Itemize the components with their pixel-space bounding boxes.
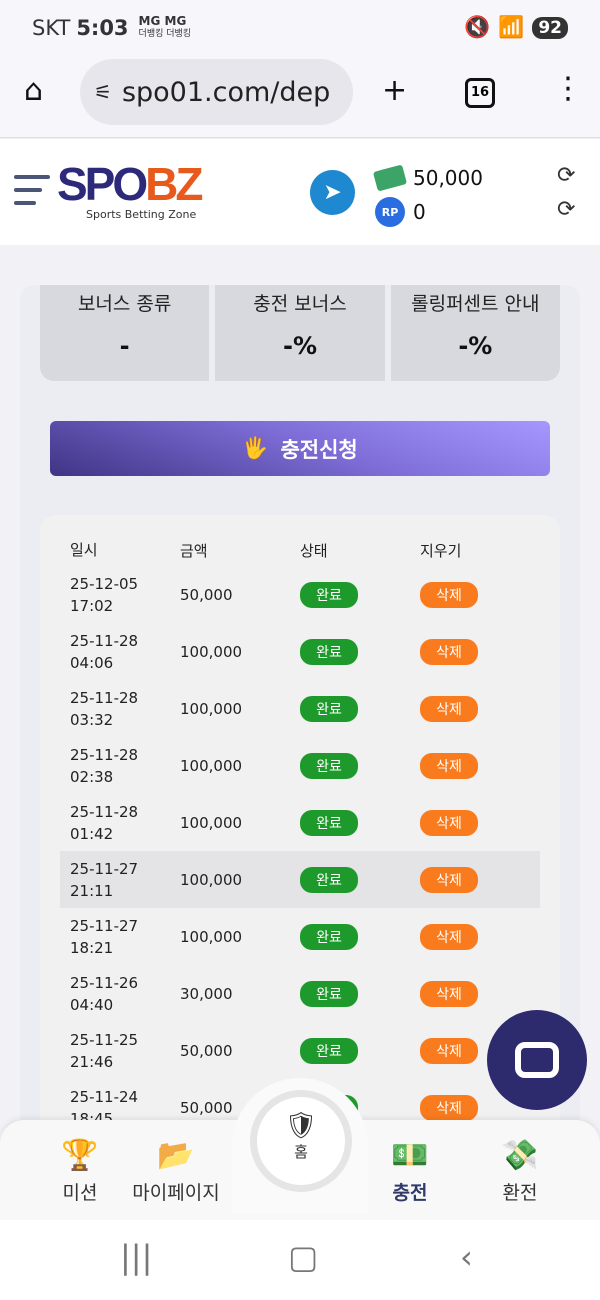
address-bar[interactable]: ⚟ spo01.com/dep (80, 59, 353, 125)
recents-icon[interactable]: ||| (120, 1238, 153, 1276)
browser-toolbar: ⌂ ⚟ spo01.com/dep + 16 ⋮ (0, 55, 600, 138)
logo[interactable]: SPOBZ (57, 158, 204, 210)
status-badge: 완료 (300, 638, 358, 665)
home-circle-icon[interactable]: ▢ (288, 1238, 319, 1276)
withdraw-icon: 💸 (501, 1138, 539, 1173)
row-amount: 100,000 (180, 813, 243, 832)
site-settings-icon[interactable]: ⚟ (94, 80, 112, 104)
refresh-cash-icon[interactable]: ⟳ (557, 163, 576, 188)
tab-count-button[interactable]: 16 (465, 78, 495, 108)
delete-button[interactable]: 삭제 (420, 980, 478, 1007)
nav-deposit[interactable]: 💵 충전 (350, 1138, 470, 1205)
table-row: 25-12-05 17:02 50,000 완료 삭제 (60, 566, 540, 623)
status-badge: 완료 (300, 1037, 358, 1064)
status-badge: 완료 (300, 809, 358, 836)
site-header: SPOBZ Sports Betting Zone ➤ 50,000 RP 0 ⟳… (0, 139, 600, 245)
table-row: 25-11-26 04:40 30,000 완료 삭제 (60, 965, 540, 1022)
home-logo-icon: 🛡 (284, 1111, 318, 1141)
status-badge: 완료 (300, 866, 358, 893)
url-text: spo01.com/dep (121, 76, 331, 108)
status-badge: 완료 (300, 980, 358, 1007)
row-amount: 100,000 (180, 699, 243, 718)
status-badge: 완료 (300, 752, 358, 779)
bonus-info: 보너스 종류 - 충전 보너스 -% 롤링퍼센트 안내 -% (40, 285, 560, 381)
row-amount: 30,000 (180, 984, 233, 1003)
delete-button[interactable]: 삭제 (420, 1094, 478, 1121)
row-amount: 100,000 (180, 870, 243, 889)
clock: 5:03 (76, 15, 129, 40)
nav-withdraw[interactable]: 💸 환전 (460, 1138, 580, 1205)
row-datetime: 25-11-25 21:46 (70, 1030, 139, 1071)
nav-home[interactable]: 🛡 홈 (250, 1090, 352, 1192)
row-amount: 100,000 (180, 927, 243, 946)
nav-mission[interactable]: 🏆 미션 (20, 1138, 140, 1205)
rp-icon: RP (375, 197, 405, 227)
status-badge: 완료 (300, 695, 358, 722)
nav-mypage[interactable]: 📂 마이페이지 (116, 1138, 236, 1205)
chat-button[interactable] (487, 1010, 587, 1110)
row-amount: 100,000 (180, 756, 243, 775)
mute-icon: 🔇 (464, 15, 491, 39)
table-row: 25-11-28 04:06 100,000 완료 삭제 (60, 623, 540, 680)
row-amount: 50,000 (180, 1098, 233, 1117)
delete-button[interactable]: 삭제 (420, 866, 478, 893)
bonus-type: 보너스 종류 - (40, 285, 210, 381)
signal-icon: 📶 (498, 15, 525, 39)
row-amount: 50,000 (180, 585, 233, 604)
row-datetime: 25-11-28 03:32 (70, 688, 139, 729)
delete-button[interactable]: 삭제 (420, 923, 478, 950)
row-datetime: 25-11-28 01:42 (70, 802, 139, 843)
trophy-icon: 🏆 (61, 1138, 99, 1173)
row-datetime: 25-11-27 18:21 (70, 916, 139, 957)
battery: 92 (532, 16, 568, 39)
table-row: 25-11-25 21:46 50,000 완료 삭제 (60, 1022, 540, 1079)
back-icon[interactable]: ‹ (460, 1238, 473, 1276)
deposit-request-button[interactable]: 🖐 충전신청 (50, 421, 550, 476)
row-amount: 100,000 (180, 642, 243, 661)
cash-balance: 50,000 (413, 166, 483, 190)
row-datetime: 25-12-05 17:02 (70, 574, 139, 615)
table-row: 25-11-28 03:32 100,000 완료 삭제 (60, 680, 540, 737)
row-datetime: 25-11-28 02:38 (70, 745, 139, 786)
notification: MG MG 더뱅킹 더뱅킹 (138, 13, 192, 39)
hand-card-icon: 🖐 (242, 436, 269, 460)
deposit-icon: 💵 (391, 1138, 429, 1173)
rp-balance: 0 (413, 200, 426, 224)
table-row: 25-11-27 21:11 100,000 완료 삭제 (60, 851, 540, 908)
delete-button[interactable]: 삭제 (420, 638, 478, 665)
menu-icon[interactable]: ⋮ (553, 71, 583, 106)
hamburger-icon[interactable] (14, 175, 50, 214)
delete-button[interactable]: 삭제 (420, 809, 478, 836)
home-icon[interactable]: ⌂ (24, 73, 44, 108)
refresh-rp-icon[interactable]: ⟳ (557, 197, 576, 222)
status-badge: 완료 (300, 581, 358, 608)
new-tab-icon[interactable]: + (382, 73, 408, 108)
logo-tagline: Sports Betting Zone (86, 208, 197, 221)
row-datetime: 25-11-27 21:11 (70, 859, 139, 900)
table-header: 일시 금액 상태 지우기 (70, 541, 462, 560)
status-bar: SKT 5:03 MG MG 더뱅킹 더뱅킹 🔇 📶 92 (0, 0, 600, 55)
row-amount: 50,000 (180, 1041, 233, 1060)
telegram-icon[interactable]: ➤ (310, 170, 355, 215)
table-row: 25-11-28 01:42 100,000 완료 삭제 (60, 794, 540, 851)
row-datetime: 25-11-26 04:40 (70, 973, 139, 1014)
delete-button[interactable]: 삭제 (420, 752, 478, 779)
delete-button[interactable]: 삭제 (420, 581, 478, 608)
cash-icon (372, 164, 408, 192)
delete-button[interactable]: 삭제 (420, 695, 478, 722)
row-datetime: 25-11-28 04:06 (70, 631, 139, 672)
table-row: 25-11-28 02:38 100,000 완료 삭제 (60, 737, 540, 794)
carrier: SKT (32, 15, 71, 40)
table-row: 25-11-27 18:21 100,000 완료 삭제 (60, 908, 540, 965)
rolling-percent: 롤링퍼센트 안내 -% (390, 285, 560, 381)
folder-icon: 📂 (157, 1138, 195, 1173)
chat-icon (515, 1042, 559, 1078)
deposit-bonus: 충전 보너스 -% (215, 285, 385, 381)
delete-button[interactable]: 삭제 (420, 1037, 478, 1064)
system-nav: ||| ▢ ‹ (0, 1220, 600, 1300)
status-badge: 완료 (300, 923, 358, 950)
